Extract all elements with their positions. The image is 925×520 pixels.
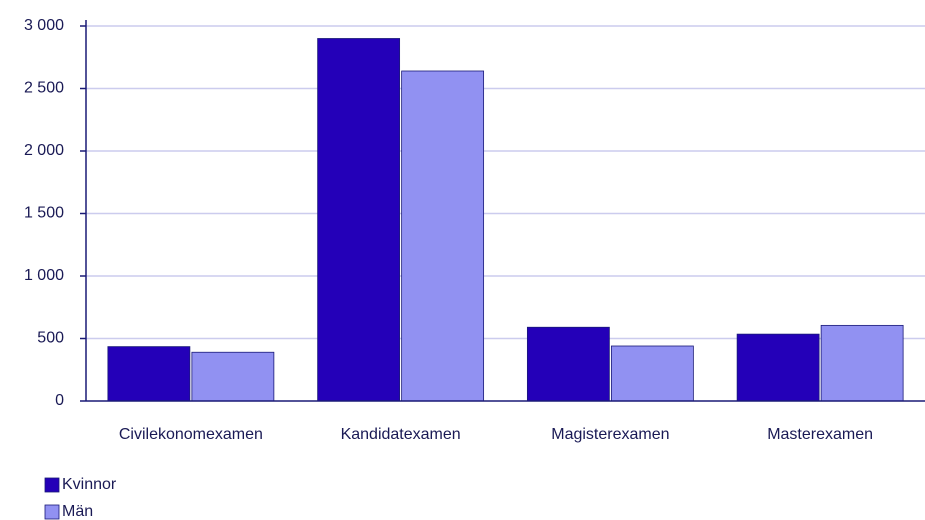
x-tick-label: Kandidatexamen: [341, 426, 461, 443]
bar: [107, 346, 191, 402]
y-tick-label: 1 500: [24, 205, 64, 222]
legend-label: Män: [62, 503, 93, 520]
x-tick-label: Masterexamen: [767, 426, 873, 443]
bar: [317, 38, 401, 402]
bar: [820, 324, 904, 402]
y-tick-label: 3 000: [24, 17, 64, 34]
legend-swatch: [44, 504, 60, 520]
y-tick-label: 500: [37, 330, 64, 347]
y-tick-label: 0: [55, 392, 64, 409]
bar: [191, 351, 275, 402]
bar: [736, 333, 820, 402]
bar: [526, 326, 610, 402]
x-tick-label: Magisterexamen: [551, 426, 669, 443]
y-tick-label: 1 000: [24, 267, 64, 284]
legend-swatch: [44, 477, 60, 493]
legend-label: Kvinnor: [62, 476, 117, 493]
x-tick-label: Civilekonomexamen: [119, 426, 263, 443]
y-tick-label: 2 500: [24, 80, 64, 97]
y-tick-label: 2 000: [24, 142, 64, 159]
bar: [610, 345, 694, 402]
bar: [401, 70, 485, 402]
